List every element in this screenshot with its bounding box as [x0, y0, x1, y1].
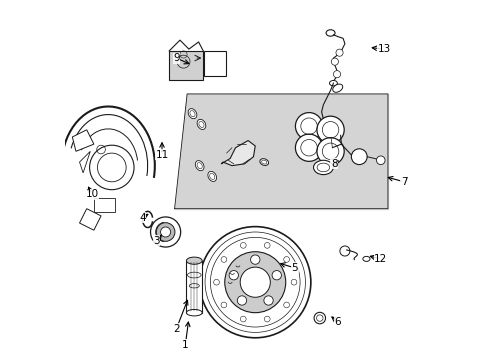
Text: 3: 3	[153, 236, 160, 246]
Circle shape	[160, 227, 170, 237]
Ellipse shape	[313, 160, 333, 175]
Text: 9: 9	[173, 53, 179, 63]
Circle shape	[199, 226, 310, 338]
Circle shape	[250, 255, 260, 264]
Circle shape	[313, 312, 325, 324]
Text: 4: 4	[139, 213, 145, 222]
Circle shape	[237, 296, 246, 305]
Polygon shape	[80, 209, 101, 230]
Text: 13: 13	[377, 44, 390, 54]
Text: 5: 5	[291, 263, 297, 273]
Text: 10: 10	[85, 189, 99, 199]
Ellipse shape	[325, 30, 334, 36]
Text: 2: 2	[173, 324, 179, 334]
Ellipse shape	[197, 120, 205, 130]
Circle shape	[376, 156, 384, 165]
Circle shape	[330, 58, 338, 65]
Bar	[204, 51, 225, 76]
Circle shape	[351, 149, 366, 165]
Ellipse shape	[186, 257, 202, 264]
Bar	[169, 51, 203, 80]
Circle shape	[264, 296, 273, 305]
Circle shape	[295, 134, 322, 161]
Circle shape	[316, 138, 344, 165]
Polygon shape	[174, 94, 387, 209]
Text: 6: 6	[334, 317, 340, 327]
Polygon shape	[221, 140, 255, 166]
Circle shape	[333, 71, 340, 78]
Ellipse shape	[207, 171, 216, 181]
Circle shape	[295, 113, 322, 140]
Text: 11: 11	[155, 150, 168, 160]
Polygon shape	[72, 130, 94, 151]
Circle shape	[339, 246, 349, 256]
Ellipse shape	[332, 84, 342, 92]
Polygon shape	[94, 198, 115, 212]
Text: 8: 8	[330, 159, 337, 169]
Circle shape	[240, 267, 270, 297]
Circle shape	[316, 116, 344, 143]
Polygon shape	[80, 151, 90, 173]
Ellipse shape	[362, 256, 369, 261]
Ellipse shape	[259, 159, 268, 166]
Circle shape	[150, 217, 180, 247]
Text: 7: 7	[400, 177, 407, 187]
Circle shape	[335, 49, 343, 56]
Ellipse shape	[195, 161, 203, 171]
Circle shape	[229, 271, 238, 280]
Circle shape	[156, 223, 175, 241]
Ellipse shape	[186, 310, 202, 316]
Text: 12: 12	[373, 254, 386, 264]
Ellipse shape	[188, 109, 197, 119]
Circle shape	[224, 252, 285, 313]
Ellipse shape	[329, 81, 337, 86]
Bar	[186, 261, 202, 313]
Text: 1: 1	[182, 340, 188, 350]
Circle shape	[271, 271, 281, 280]
